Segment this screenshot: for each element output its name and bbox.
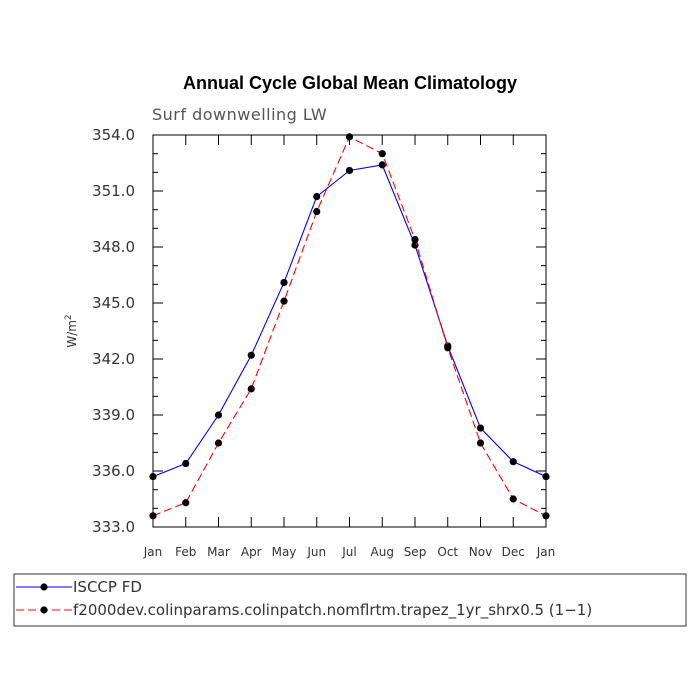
series-line-1 [152,164,547,478]
legend: ISCCP FD f2000dev.colinparams.colinpatch.… [13,573,687,627]
data-point [444,344,452,352]
x-axis: Jan Feb Mar Apr May Jun Jul Aug Sep Oct Nov Dec Jan [143,135,556,559]
x-tick-label: Jun [306,545,326,559]
x-tick-label: Aug [371,545,394,559]
data-point [247,351,255,359]
x-tick-label: Jul [341,545,356,559]
x-tick-label: Jan [536,545,556,559]
data-point [411,235,419,244]
data-point [214,411,223,419]
data-point [182,499,190,507]
x-tick-label: Mar [207,545,230,559]
y-tick-label: 348.0 [92,238,135,256]
x-tick-label: May [272,545,297,559]
x-tick-label: Dec [502,545,525,559]
data-point [411,241,419,249]
x-tick-label: Sep [404,545,427,559]
y-tick-label: 342.0 [92,350,135,368]
legend-marker [40,606,48,614]
data-point [476,439,485,447]
data-point [542,512,550,520]
chart-title: Annual Cycle Global Mean Climatology [183,73,517,93]
data-point [149,512,157,520]
plot-frame [152,134,547,528]
x-tick-label: Feb [175,545,196,559]
data-point [476,424,485,432]
legend-box [13,573,687,627]
legend-label-1: ISCCP FD [73,578,142,596]
legend-label-2: f2000dev.colinparams.colinpatch.nomflrtm… [73,601,592,620]
y-axis-label: W/m2 [64,314,79,347]
data-point [509,495,517,503]
y-tick-label: 339.0 [92,406,135,424]
data-point [542,473,550,481]
y-tick-label: 345.0 [92,294,135,312]
data-point [345,133,354,141]
data-point [313,207,321,216]
y-tick-label: 351.0 [92,182,135,200]
y-axis: 333.0 336.0 339.0 342.0 345.0 348.0 351.0 354.0 [92,126,546,536]
data-point [149,473,157,481]
x-tick-label: Nov [469,545,492,559]
data-point [345,166,354,175]
data-point [509,458,517,466]
data-point [280,278,288,287]
series-group [149,133,550,520]
data-point [313,193,321,201]
y-tick-label: 354.0 [92,126,135,144]
data-point [378,150,386,158]
data-point [280,297,288,305]
y-tick-label: 336.0 [92,462,135,480]
x-tick-label: Jan [143,545,163,559]
series-line-2 [152,136,547,517]
y-tick-label: 333.0 [92,518,135,536]
x-tick-label: Apr [241,545,262,559]
data-point [247,385,255,393]
data-point [214,439,223,447]
legend-marker [40,583,48,591]
data-point [182,459,190,468]
data-point [378,161,386,169]
x-tick-label: Oct [437,545,458,559]
chart-subtitle: Surf downwelling LW [152,105,327,124]
